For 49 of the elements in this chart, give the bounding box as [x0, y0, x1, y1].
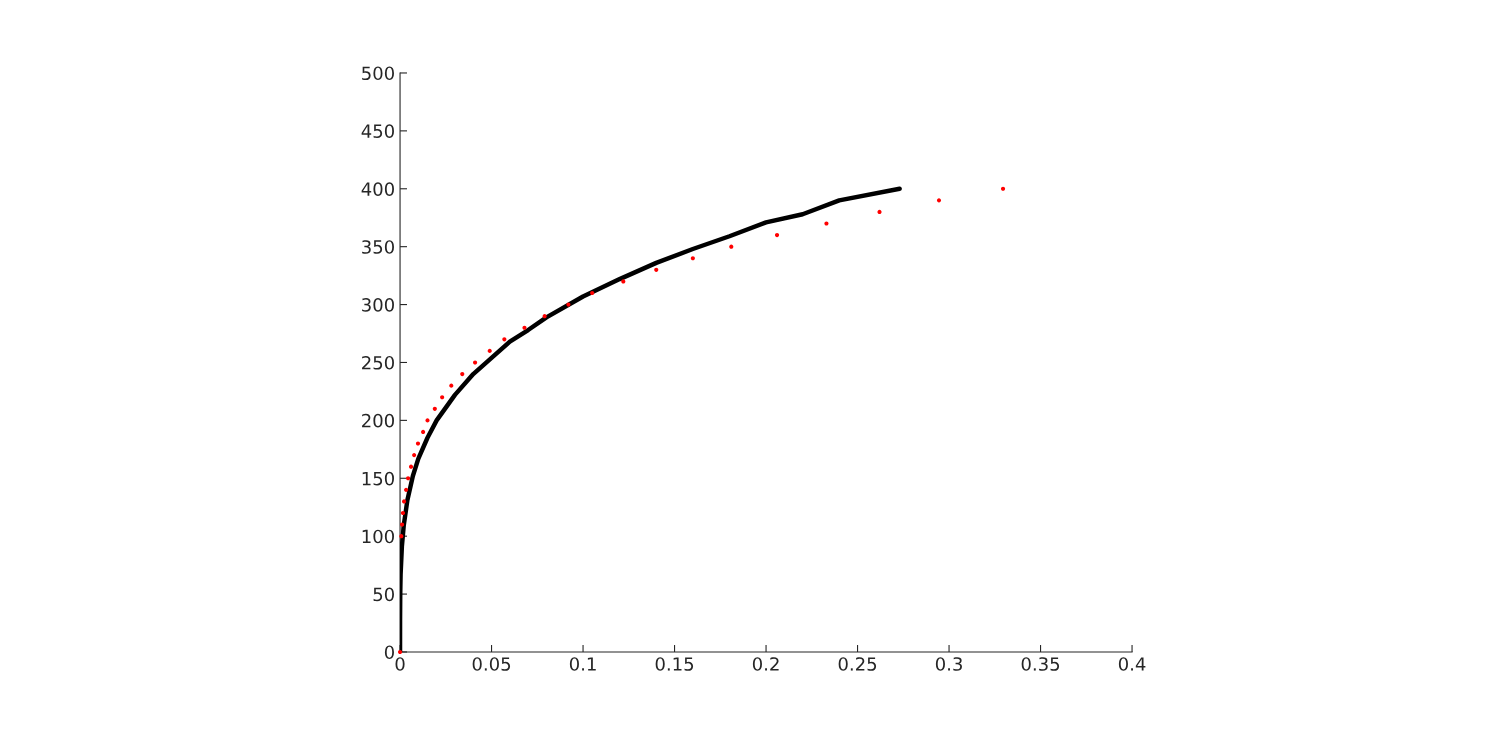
point	[440, 395, 445, 400]
point	[621, 279, 626, 284]
point	[473, 360, 478, 365]
point	[449, 383, 454, 388]
y-tick-label: 50	[373, 587, 394, 602]
point	[432, 406, 437, 411]
point	[729, 244, 734, 249]
y-tick-label: 350	[362, 240, 394, 254]
point	[690, 256, 695, 261]
point	[399, 522, 405, 527]
x-tick-label: 0.1	[569, 657, 596, 671]
point	[936, 198, 942, 203]
point	[399, 534, 404, 539]
y-tick-label: 100	[362, 529, 394, 544]
point	[522, 325, 527, 330]
x-tick-label: 0.3	[935, 657, 962, 671]
x-tick-label: 0	[395, 657, 405, 671]
point	[412, 453, 417, 458]
point	[654, 267, 659, 272]
y-tick-label: 400	[361, 182, 394, 196]
point	[408, 464, 414, 469]
point	[406, 476, 411, 481]
point	[415, 441, 421, 446]
point	[542, 314, 547, 319]
y-tick-label: 150	[362, 471, 394, 486]
point	[502, 337, 507, 342]
x-tick-label: 0.2	[752, 657, 779, 671]
x-tick-label: 0.4	[1118, 657, 1146, 671]
point	[397, 649, 403, 655]
y-tick-label: 0	[384, 645, 394, 660]
point	[774, 233, 780, 238]
x-tick-label: 0.25	[838, 657, 877, 671]
point	[421, 429, 426, 435]
point	[487, 348, 492, 353]
line-series	[400, 186, 902, 652]
y-tick-label: 200	[362, 413, 394, 428]
point	[824, 221, 829, 226]
point	[590, 290, 595, 296]
point	[404, 487, 409, 492]
y-tick-label: 250	[362, 355, 394, 370]
y-tick-label: 300	[362, 298, 394, 312]
x-tick-label: 0.35	[1021, 657, 1060, 671]
x-tick-label: 0.05	[472, 657, 511, 671]
point	[1000, 186, 1006, 191]
point	[401, 499, 407, 504]
point	[460, 371, 465, 377]
x-tick-label: 0.15	[655, 657, 694, 671]
y-tick-label: 450	[361, 124, 394, 138]
y-tick-label: 500	[362, 66, 394, 81]
